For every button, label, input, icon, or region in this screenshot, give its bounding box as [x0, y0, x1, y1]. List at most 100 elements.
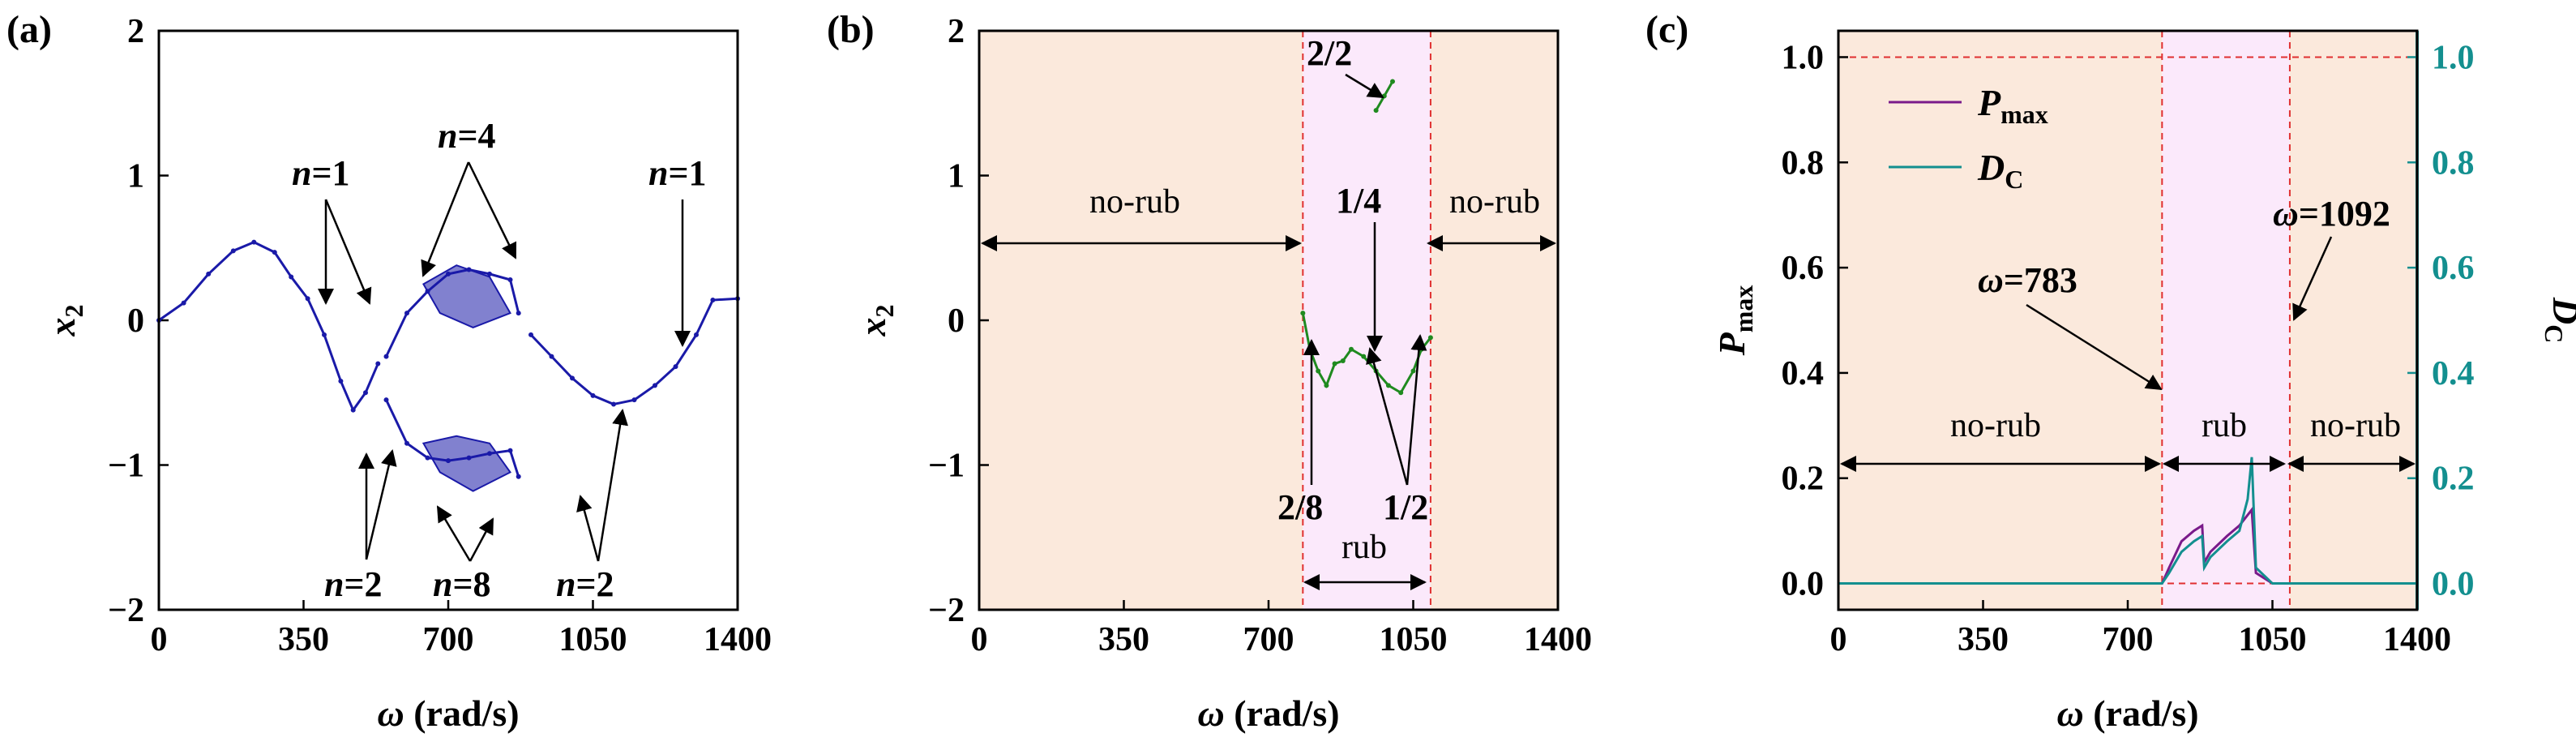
x-tick-label: 1050: [559, 621, 627, 658]
legend-pmax-label: Pmax: [1977, 82, 2048, 129]
x-tick-label: 1400: [1524, 621, 1592, 658]
data-point: [507, 277, 513, 283]
y-right-tick-label: 0.0: [2432, 566, 2475, 603]
data-point: [570, 375, 575, 381]
panel-b-ylabel: x2: [852, 305, 899, 337]
data-point: [1300, 311, 1306, 316]
data-point: [1410, 368, 1416, 374]
x-tick-label: 0: [971, 621, 988, 658]
y-tick-label: 1: [127, 158, 144, 195]
no-rub-region: [979, 31, 1303, 610]
data-point: [1385, 383, 1391, 388]
data-point: [1390, 79, 1395, 84]
y-tick-label: 1.0: [1782, 39, 1825, 76]
data-point: [1316, 368, 1321, 374]
data-point: [487, 271, 492, 277]
annotation-b-1-2: 1/2: [1383, 487, 1428, 527]
panel-c-ticks: 0 350 700 1050 1400 1.0 1.0 0.8 0.8 0.6 0.6 0.4 0.4 0…: [1782, 31, 2475, 658]
data-point: [363, 390, 368, 396]
data-point: [181, 300, 186, 306]
data-point: [305, 296, 310, 302]
panel-a-data: [156, 239, 740, 492]
annotation-a-n2-right: n=2: [556, 564, 614, 604]
data-point: [653, 383, 657, 388]
x-tick-label: 350: [1098, 621, 1149, 658]
panel-a-frame: [157, 29, 739, 611]
x-tick-label: 1400: [704, 621, 772, 658]
data-point: [251, 239, 257, 245]
y-tick-label: 0.0: [1782, 566, 1825, 603]
annotation-c-omega-783: ω=783: [1978, 260, 2077, 300]
y-tick-label: 0.8: [1782, 144, 1825, 182]
data-point: [404, 440, 409, 446]
x-tick-label: 700: [2103, 621, 2154, 658]
panel-c-background: [1838, 31, 2417, 610]
y-tick-label: 0: [127, 302, 144, 340]
panel-b-background: [979, 31, 1558, 610]
y-tick-label: −1: [928, 448, 965, 485]
data-point: [230, 248, 236, 254]
x-tick-label: 350: [1958, 621, 2009, 658]
y-tick-label: −2: [108, 592, 144, 629]
x-tick-label: 0: [151, 621, 168, 658]
data-point: [1398, 390, 1404, 396]
data-point: [338, 378, 344, 384]
panel-a-ticks: 0 350 700 1050 1400 2 1 0 −1 −2: [108, 13, 772, 658]
x-tick-label: 1400: [2383, 621, 2451, 658]
y-right-tick-label: 0.6: [2432, 250, 2475, 287]
data-point: [516, 311, 521, 316]
data-point: [383, 354, 389, 359]
series-dc: [1838, 457, 2417, 585]
y-tick-label: −1: [108, 448, 144, 485]
panel-c-ylabel-left: Pmax: [1711, 285, 1758, 357]
data-point: [272, 250, 277, 255]
no-rub-region: [1838, 31, 2163, 610]
annotation-b-2-8: 2/8: [1277, 487, 1323, 527]
panel-b-label: (b): [827, 8, 875, 51]
y-right-tick-label: 0.4: [2432, 355, 2475, 392]
no-rub-region: [2289, 31, 2417, 610]
panel-a-xlabel: ω (rad/s): [377, 692, 519, 734]
data-point: [289, 274, 294, 280]
data-point: [611, 401, 616, 407]
data-point: [710, 298, 716, 303]
data-point: [673, 364, 678, 370]
panel-c-label: (c): [1645, 8, 1688, 51]
data-point: [1332, 361, 1337, 367]
rub-region: [2162, 31, 2290, 610]
data-point: [528, 332, 533, 337]
x-tick-label: 700: [1243, 621, 1294, 658]
x-tick-label: 0: [1830, 621, 1847, 658]
region-c-rub: rub: [2202, 407, 2247, 444]
data-point: [383, 397, 389, 403]
data-point: [1340, 358, 1346, 363]
annotation-b-1-4: 1/4: [1336, 181, 1381, 221]
panel-c-frame: [1837, 29, 2419, 611]
data-point: [1361, 354, 1367, 359]
y-tick-label: 0.2: [1782, 461, 1825, 498]
annotation-a-n1-left: n=1: [292, 153, 350, 193]
data-point: [1324, 383, 1329, 388]
panel-b-annotations: no-rub no-rub rub 2/2 1/4 2/8 1/2: [981, 33, 1556, 590]
data-point: [375, 361, 381, 367]
y-tick-label: −2: [928, 592, 965, 629]
panel-c-legend: Pmax DC: [1889, 82, 2048, 194]
panel-b-frame: [978, 29, 1560, 611]
data-point: [425, 455, 430, 461]
region-c-no-rub-right: no-rub: [2310, 407, 2401, 444]
y-right-tick-label: 0.2: [2432, 461, 2475, 498]
region-b-no-rub-left: no-rub: [1089, 183, 1180, 221]
data-series: [529, 297, 738, 406]
panel-a-label: (a): [6, 8, 52, 51]
annotation-a-n8: n=8: [433, 564, 491, 604]
y-tick-label: 0: [948, 302, 965, 340]
panel-b-xlabel: ω (rad/s): [1197, 692, 1339, 734]
series-pmax: [1838, 506, 2417, 585]
data-point: [694, 332, 699, 337]
annotation-b-2-2: 2/2: [1307, 33, 1352, 73]
data-point: [1427, 335, 1433, 341]
no-rub-region: [1430, 31, 1558, 610]
panel-c-xlabel: ω (rad/s): [2056, 692, 2198, 734]
